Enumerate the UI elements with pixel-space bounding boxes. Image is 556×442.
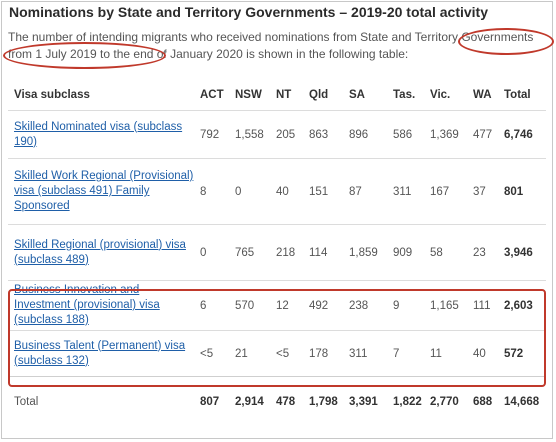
table-cell-total: 14,668 [498,376,546,427]
business-rows-highlight [8,289,546,387]
table-row: Skilled Work Regional (Provisional) visa… [8,158,546,225]
table-cell: 114 [303,224,343,281]
table-cell: 218 [270,224,303,281]
table-cell: 23 [467,224,498,281]
table-cell: 1,798 [303,376,343,427]
table-cell: 21 [229,330,270,377]
table-cell: 11 [424,330,467,377]
total-row-label: Total [8,376,194,427]
visa-subclass-link[interactable]: Business Talent (Permanent) visa (subcla… [14,339,186,367]
column-header: Tas. [393,89,416,101]
table-cell: <5 [270,330,303,377]
table-cell: 3,391 [343,376,387,427]
visa-subclass-link[interactable]: Skilled Regional (provisional) visa (sub… [14,238,186,266]
table-cell: 688 [467,376,498,427]
table-cell: 12 [270,280,303,331]
table-cell: 9 [387,280,424,331]
table-cell: 909 [387,224,424,281]
table-cell: 863 [303,110,343,159]
table-cell: 178 [303,330,343,377]
table-row: Business Talent (Permanent) visa (subcla… [8,330,546,377]
table-cell: 7 [387,330,424,377]
table-cell: 37 [467,158,498,225]
column-header: Visa subclass [14,89,90,101]
date-highlight-ellipse [458,28,554,55]
table-cell: 792 [194,110,229,159]
column-header: NT [276,89,292,101]
table-cell: 478 [270,376,303,427]
table-cell: 40 [467,330,498,377]
table-cell: 1,822 [387,376,424,427]
table-cell: 238 [343,280,387,331]
table-cell-total: 3,946 [498,224,546,281]
table-cell: 40 [270,158,303,225]
table-cell-total: 2,603 [498,280,546,331]
table-cell: 151 [303,158,343,225]
page-title: Nominations by State and Territory Gover… [9,4,488,20]
table-cell: 8 [194,158,229,225]
table-cell: 1,165 [424,280,467,331]
table-cell: 2,914 [229,376,270,427]
table-cell: 807 [194,376,229,427]
table-total-row: Total 807 2,914 478 1,798 3,391 1,822 2,… [8,376,546,427]
table-cell: 0 [194,224,229,281]
table-cell: 6 [194,280,229,331]
table-cell-total: 572 [498,330,546,377]
table-cell: 492 [303,280,343,331]
column-header: Total [504,89,531,101]
table-cell: 1,859 [343,224,387,281]
table-cell: 570 [229,280,270,331]
column-header: NSW [235,89,262,101]
column-header: Qld [309,89,329,101]
table-cell: 311 [387,158,424,225]
table-cell: 58 [424,224,467,281]
table-header-row: Visa subclass ACT NSW NT Qld SA Tas. Vic… [8,80,546,111]
table-cell: 586 [387,110,424,159]
column-header: SA [349,89,365,101]
table-cell: 477 [467,110,498,159]
column-header: Vic. [430,89,451,101]
table-cell: 205 [270,110,303,159]
table-cell-total: 6,746 [498,110,546,159]
table-cell: 1,369 [424,110,467,159]
column-header: ACT [200,89,224,101]
nominations-table: Visa subclass ACT NSW NT Qld SA Tas. Vic… [8,80,546,427]
table-cell: <5 [194,330,229,377]
table-cell: 765 [229,224,270,281]
table-cell: 0 [229,158,270,225]
table-cell: 2,770 [424,376,467,427]
visa-subclass-link[interactable]: Skilled Nominated visa (subclass 190) [14,120,183,148]
visa-subclass-link[interactable]: Skilled Work Regional (Provisional) visa… [14,170,194,212]
table-cell: 896 [343,110,387,159]
date-highlight-ellipse [3,42,166,69]
table-row: Skilled Regional (provisional) visa (sub… [8,224,546,281]
column-header: WA [473,89,492,101]
table-cell: 111 [467,280,498,331]
table-cell: 1,558 [229,110,270,159]
table-row: Skilled Nominated visa (subclass 190) 79… [8,110,546,159]
table-cell-total: 801 [498,158,546,225]
table-cell: 311 [343,330,387,377]
table-cell: 87 [343,158,387,225]
table-cell: 167 [424,158,467,225]
